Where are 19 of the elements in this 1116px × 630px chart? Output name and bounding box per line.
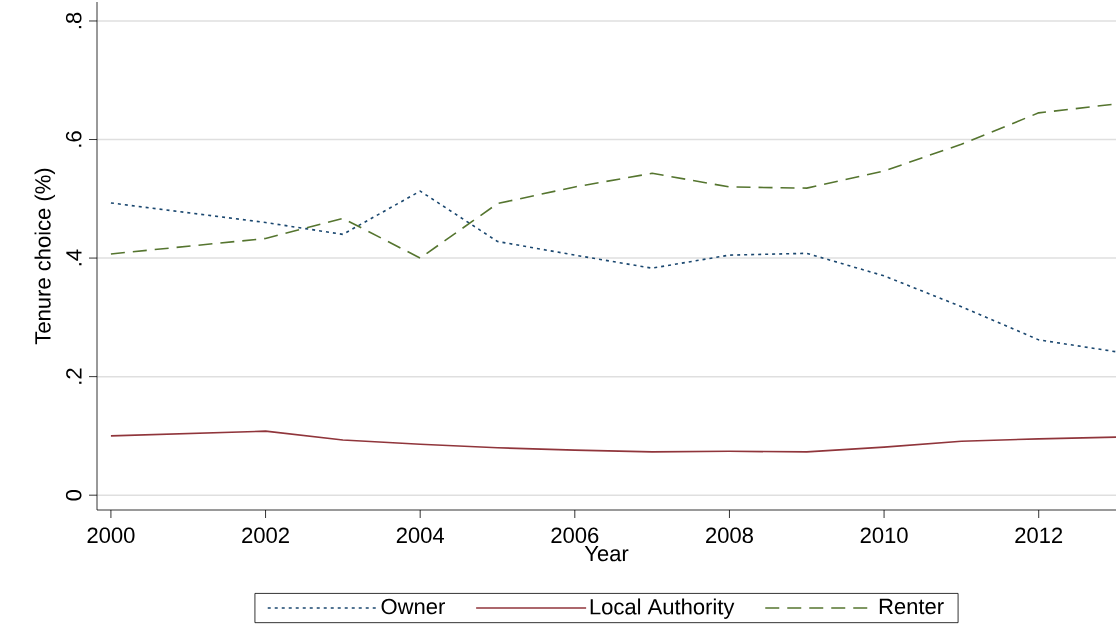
x-tick-label: 2000 [87, 527, 135, 544]
y-tick-label: 0 [65, 489, 82, 501]
y-tick-label: .6 [65, 131, 82, 147]
x-tick-label: 2004 [396, 527, 444, 544]
y-tick-label: .4 [66, 249, 82, 266]
legend-label: Local Authority [590, 598, 735, 619]
y-tick-label: .2 [66, 368, 82, 384]
x-axis-title: Year [584, 545, 629, 562]
x-tick-label: 2008 [706, 527, 753, 544]
legend-label: Owner [381, 598, 445, 615]
x-tick-label: 2002 [242, 527, 289, 544]
legend-label: Renter [879, 598, 944, 615]
y-axis-title: Tenure choice (%) [34, 168, 56, 345]
x-tick-label: 2006 [551, 527, 599, 544]
x-tick-label: 2012 [1015, 527, 1063, 544]
line-series [110, 430, 1116, 453]
line-series [110, 190, 1116, 353]
y-tick-label: .8 [65, 12, 82, 29]
x-tick-label: 2010 [860, 527, 908, 544]
